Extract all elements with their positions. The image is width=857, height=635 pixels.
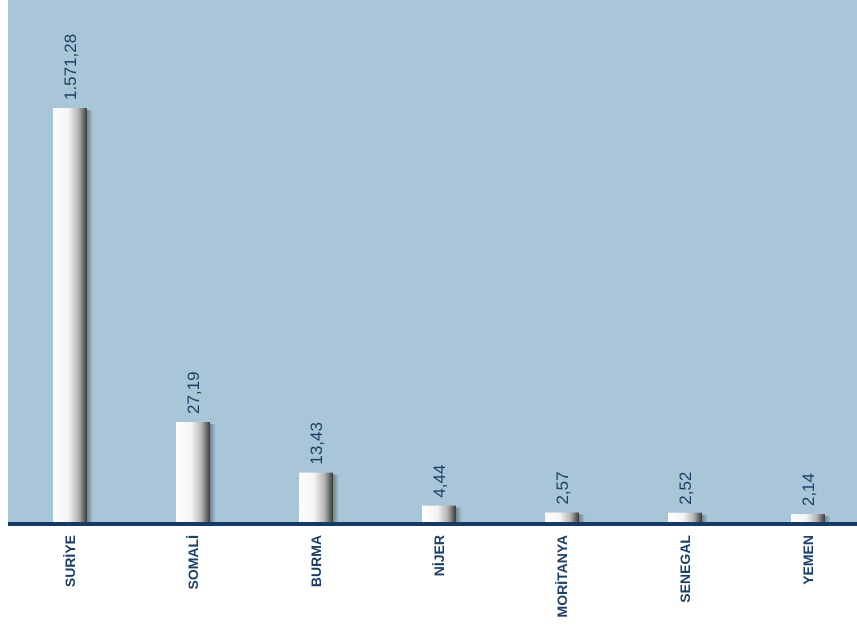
bar-1 — [176, 422, 210, 522]
value-label-group: 1.571,28 27,19 13,43 4,44 2,57 2,52 2,14 — [61, 34, 818, 506]
bar-2 — [299, 472, 333, 522]
category-label-5: SENEGAL — [677, 535, 693, 603]
bar-shadow — [333, 474, 339, 522]
bar-shadow — [702, 514, 708, 522]
bar-0 — [53, 108, 87, 522]
value-label-5: 2,52 — [676, 472, 695, 505]
category-label-6: YEMEN — [800, 535, 816, 585]
bar-group — [53, 108, 831, 522]
bar-shadow — [210, 424, 216, 522]
value-label-2: 13,43 — [307, 422, 326, 465]
bar-shadow — [579, 514, 585, 522]
bar-4 — [545, 512, 579, 522]
category-label-4: MORİTANYA — [554, 535, 570, 617]
value-label-1: 27,19 — [184, 371, 203, 414]
plot-area — [8, 0, 857, 523]
value-label-0: 1.571,28 — [61, 34, 80, 100]
bar-shadow — [456, 507, 462, 522]
category-label-3: NİJER — [431, 535, 447, 576]
value-label-4: 2,57 — [553, 471, 572, 504]
category-label-0: SURİYE — [62, 535, 78, 587]
bar-shadow — [87, 110, 93, 522]
category-label-1: SOMALİ — [185, 535, 201, 589]
bar-shadow — [825, 516, 831, 522]
bar-3 — [422, 505, 456, 522]
bar-6 — [791, 514, 825, 522]
category-label-group: SURİYE SOMALİ BURMA NİJER MORİTANYA SENEGAL YE… — [62, 535, 816, 618]
value-label-6: 2,14 — [799, 473, 818, 506]
x-axis-baseline — [8, 522, 857, 526]
bar-5 — [668, 512, 702, 522]
category-label-2: BURMA — [308, 535, 324, 587]
value-label-3: 4,44 — [430, 465, 449, 498]
